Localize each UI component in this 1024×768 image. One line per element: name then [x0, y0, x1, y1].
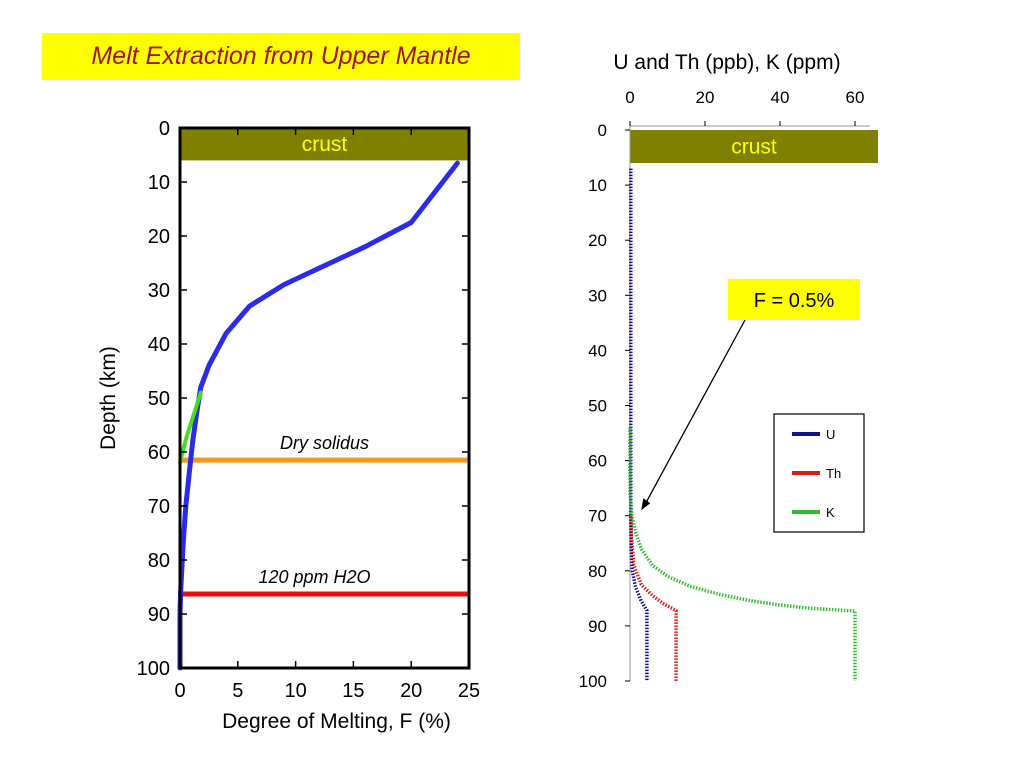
left-y-axis-label: Depth (km) — [97, 346, 120, 450]
left-ytick-label: 20 — [148, 226, 170, 248]
right-xtick-label: 40 — [771, 88, 790, 107]
right-ytick-label: 100 — [579, 672, 607, 691]
right-ytick-label: 70 — [588, 507, 607, 526]
left-x-axis-label: Degree of Melting, F (%) — [222, 710, 451, 733]
hline-label-h2o: 120 ppm H2O — [258, 567, 370, 587]
annotation-arrow-line — [645, 319, 746, 503]
right-xtick-label: 20 — [696, 88, 715, 107]
right-ytick-label: 40 — [588, 341, 607, 360]
legend-label-u: U — [826, 427, 835, 442]
right-ytick-label: 80 — [588, 562, 607, 581]
slide-title: Melt Extraction from Upper Mantle — [91, 42, 471, 70]
annotation-text: F = 0.5% — [754, 290, 835, 312]
right-xtick-label: 0 — [625, 88, 634, 107]
annotation-box — [728, 279, 860, 320]
left-xtick-label: 15 — [342, 680, 364, 702]
left-ytick-label: 50 — [148, 388, 170, 410]
right-ytick-label: 20 — [588, 231, 607, 250]
crust-band-right — [630, 130, 878, 164]
right-ytick-label: 90 — [588, 617, 607, 636]
left-xtick-label: 10 — [284, 680, 306, 702]
title-box: Melt Extraction from Upper Mantle — [42, 33, 520, 80]
annotation-arrowhead — [641, 498, 651, 511]
left-ytick-label: 10 — [148, 172, 170, 194]
right-x-axis-label: U and Th (ppb), K (ppm) — [613, 51, 840, 74]
left-xtick-label: 20 — [400, 680, 422, 702]
hline-label-dry-solidus: Dry solidus — [280, 433, 369, 453]
left-ytick-label: 60 — [148, 442, 170, 464]
right-ytick-label: 0 — [598, 121, 607, 140]
right-ytick-label: 50 — [588, 397, 607, 416]
legend-label-th: Th — [826, 466, 841, 481]
legend-label-k: K — [826, 505, 835, 520]
series-line-th — [629, 515, 678, 681]
right-ytick-label: 10 — [588, 176, 607, 195]
left-xtick-label: 5 — [232, 680, 243, 702]
left-xtick-label: 25 — [458, 680, 480, 702]
left-ytick-label: 70 — [148, 496, 170, 518]
left-ytick-label: 0 — [159, 118, 170, 140]
left-ytick-label: 80 — [148, 550, 170, 572]
crust-label-left: crust — [302, 133, 348, 156]
left-ytick-label: 90 — [148, 604, 170, 626]
right-xtick-label: 60 — [846, 88, 865, 107]
series-line-k — [628, 427, 857, 681]
left-ytick-label: 100 — [137, 658, 170, 680]
series-line-u — [629, 168, 649, 681]
left-xtick-label: 0 — [174, 680, 185, 702]
right-ytick-label: 60 — [588, 452, 607, 471]
crust-band-left — [180, 128, 469, 161]
left-ytick-label: 40 — [148, 334, 170, 356]
crust-label-right: crust — [731, 136, 777, 159]
left-ytick-label: 30 — [148, 280, 170, 302]
right-ytick-label: 30 — [588, 286, 607, 305]
